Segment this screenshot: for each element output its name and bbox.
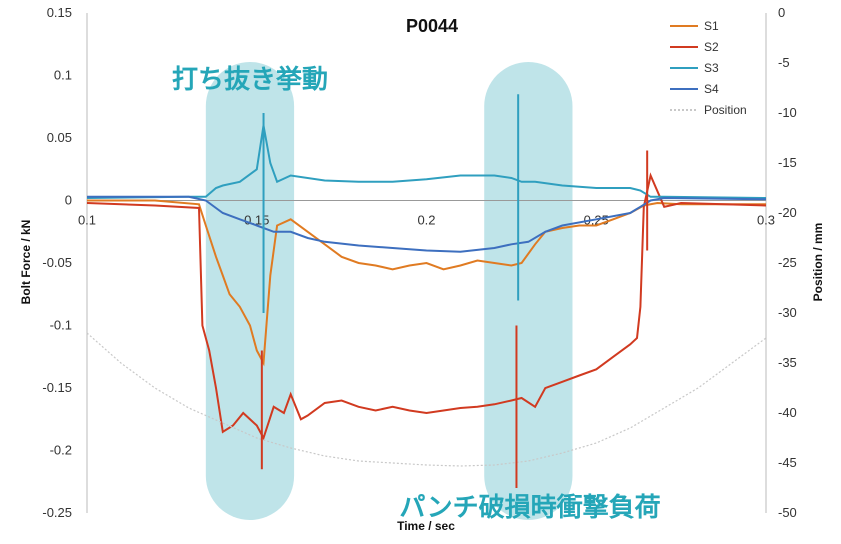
legend-label: S1 [704, 19, 719, 33]
y2-tick-label: -10 [778, 105, 797, 120]
y2-tick-label: -30 [778, 305, 797, 320]
y-tick-label: -0.2 [50, 443, 72, 458]
series-line-s2 [86, 172, 767, 441]
annotation-punch-break-impact: パンチ破損時衝撃負荷 [399, 492, 660, 522]
series-line-s1 [87, 199, 766, 367]
annotation-punching-behavior: 打ち抜き挙動 [172, 64, 328, 94]
legend: S1 S2 S3 S4 Position [670, 19, 747, 117]
y2-axis-title: Position / mm [811, 223, 825, 302]
annotation-region-0 [205, 62, 295, 520]
x-tick-label: 0.3 [757, 213, 775, 228]
y-tick-label: 0.05 [47, 130, 72, 145]
y-axis-title: Bolt Force / kN [19, 220, 33, 305]
series-line-s3 [86, 125, 767, 199]
y2-tick-label: -15 [778, 155, 797, 170]
series-lines [86, 94, 767, 488]
y2-tick-label: -50 [778, 505, 797, 520]
y2-tick-label: -20 [778, 205, 797, 220]
series-line-position [86, 332, 767, 467]
annotation-region-1 [484, 62, 573, 520]
y-tick-label: -0.25 [42, 505, 72, 520]
y-tick-label: 0 [65, 193, 72, 208]
tick-labels: 0.15 0.1 0.05 0 -0.05 -0.1 -0.15 -0.2 -0.25 0 -5 -1… [42, 5, 796, 520]
y2-tick-label: -5 [778, 55, 790, 70]
x-tick-label: 0.2 [417, 213, 435, 228]
y2-tick-label: -35 [778, 355, 797, 370]
x-axis-title: Time / sec [397, 519, 455, 533]
y2-tick-label: -25 [778, 255, 797, 270]
y-tick-label: 0.15 [47, 5, 72, 20]
chart-title: P0044 [406, 16, 458, 36]
legend-label: S4 [704, 82, 719, 96]
y2-tick-label: -45 [778, 455, 797, 470]
y-tick-label: 0.1 [54, 68, 72, 83]
x-tick-label: 0.1 [78, 213, 96, 228]
series-line-s4 [87, 195, 767, 253]
legend-label: Position [704, 103, 747, 117]
legend-label: S2 [704, 40, 719, 54]
y-tick-label: -0.15 [42, 380, 72, 395]
legend-label: S3 [704, 61, 719, 75]
y-tick-label: -0.1 [50, 318, 72, 333]
y2-tick-label: -40 [778, 405, 797, 420]
y2-tick-label: 0 [778, 5, 785, 20]
y-tick-label: -0.05 [42, 255, 72, 270]
